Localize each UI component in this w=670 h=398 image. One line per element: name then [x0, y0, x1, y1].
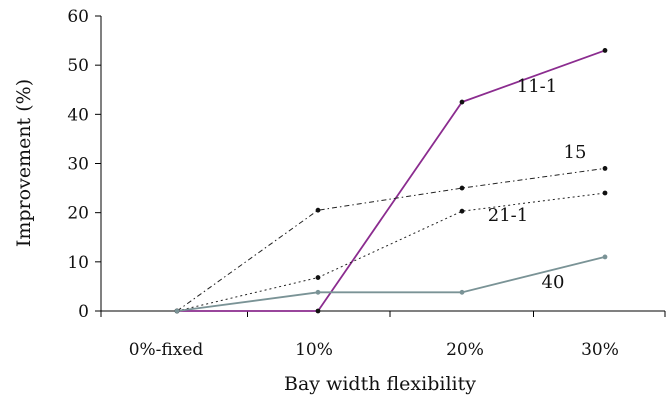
- series-lines: [176, 49, 606, 312]
- y-tick-label: 40: [67, 105, 89, 125]
- data-point-15-1: [315, 207, 321, 213]
- data-point-40-0: [174, 308, 180, 314]
- series-line-11-1: [177, 49, 606, 312]
- y-tick-label: 0: [78, 302, 89, 322]
- y-axis-title: Improvement (%): [13, 79, 35, 247]
- data-point-11-1-1: [315, 308, 321, 314]
- x-tick-label: 0%-fixed: [129, 340, 204, 360]
- series-labels: 11-1 15 21-1 40: [488, 76, 587, 293]
- x-tick-label: 30%: [581, 340, 619, 360]
- series-label-21-1: 21-1: [488, 205, 528, 226]
- data-point-21-1-3: [602, 190, 608, 196]
- y-tick-label: 60: [67, 7, 89, 27]
- y-tick-label: 20: [67, 204, 89, 224]
- series-label-15: 15: [564, 142, 587, 163]
- x-tick-label: 10%: [295, 340, 333, 360]
- series-label-11-1: 11-1: [517, 76, 557, 97]
- data-point-40-1: [315, 289, 321, 295]
- x-axis-title: Bay width flexibility: [284, 373, 476, 395]
- y-tick-label: 10: [67, 253, 89, 273]
- y-tick-label: 50: [67, 56, 89, 76]
- data-point-15-3: [602, 166, 608, 171]
- axes: [95, 15, 666, 317]
- series-label-40: 40: [542, 272, 565, 293]
- data-point-40-2: [459, 289, 465, 295]
- data-point-15-2: [459, 185, 465, 191]
- x-tick-labels: 0%-fixed 10% 20% 30%: [129, 340, 619, 360]
- y-tick-label: 30: [67, 155, 89, 175]
- series-line-15: [176, 167, 606, 312]
- series-line-40: [176, 256, 606, 312]
- data-point-21-1-1: [315, 275, 321, 280]
- series-line-21-1: [176, 192, 606, 312]
- series-points: [174, 48, 608, 314]
- data-point-21-1-2: [459, 208, 465, 214]
- data-point-40-3: [602, 254, 608, 260]
- data-point-11-1-2: [459, 99, 465, 105]
- data-point-11-1-3: [602, 48, 608, 53]
- x-tick-label: 20%: [446, 340, 484, 360]
- y-tick-labels: 0 10 20 30 40 50 60: [67, 7, 89, 322]
